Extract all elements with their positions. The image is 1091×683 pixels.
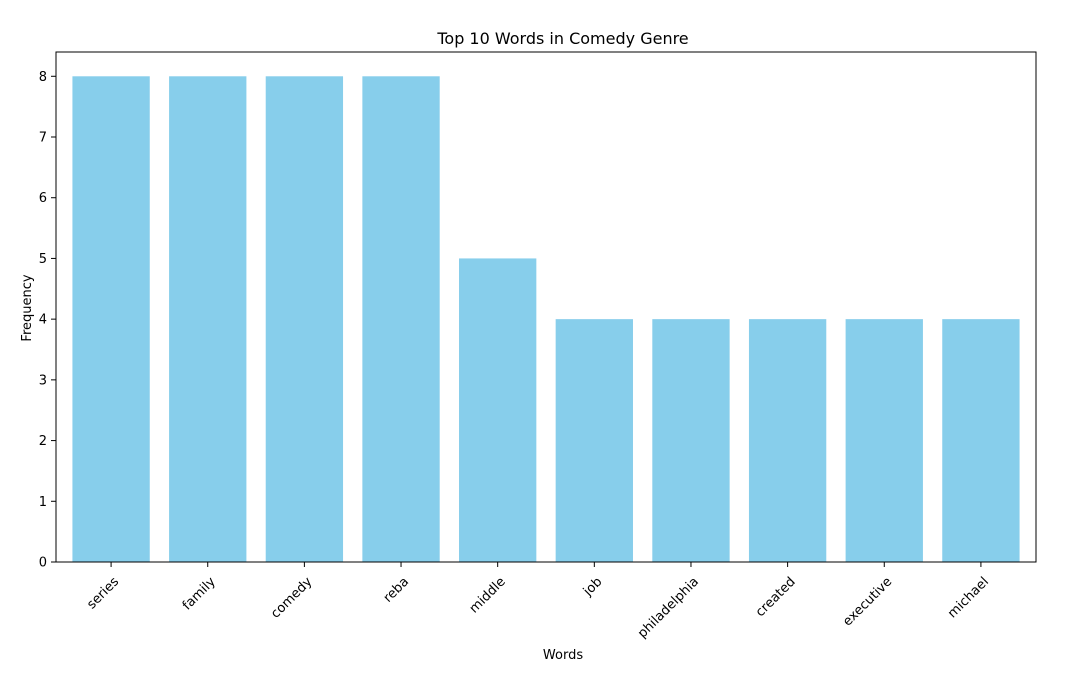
bar-job — [555, 319, 633, 562]
bar-comedy — [265, 76, 344, 562]
bar-reba — [362, 76, 440, 562]
y-tick-label-1: 1 — [39, 495, 47, 510]
bar-executive — [845, 319, 923, 562]
bars-group — [72, 76, 1020, 562]
bar-created — [748, 319, 827, 562]
chart-title: Top 10 Words in Comedy Genre — [436, 29, 688, 48]
bar-michael — [942, 319, 1020, 562]
plot-frame — [55, 51, 1037, 563]
bar-philadelphia — [652, 319, 730, 562]
y-tick-label-4: 4 — [39, 313, 47, 328]
bar-middle — [459, 258, 537, 562]
y-tick-label-8: 8 — [39, 70, 47, 85]
bar-series — [72, 76, 150, 562]
y-tick-label-0: 0 — [39, 556, 47, 571]
y-tick-label-3: 3 — [39, 373, 47, 388]
y-tick-label-7: 7 — [39, 131, 47, 146]
y-axis-label: Frequency — [20, 274, 35, 341]
y-tick-label-6: 6 — [39, 191, 47, 206]
y-axis-ticks: 0 1 2 3 4 5 6 7 8 — [39, 70, 56, 571]
y-tick-label-2: 2 — [39, 434, 47, 449]
bar-family — [169, 76, 247, 562]
y-tick-label-5: 5 — [39, 252, 47, 267]
x-axis-label: Words — [543, 648, 583, 663]
